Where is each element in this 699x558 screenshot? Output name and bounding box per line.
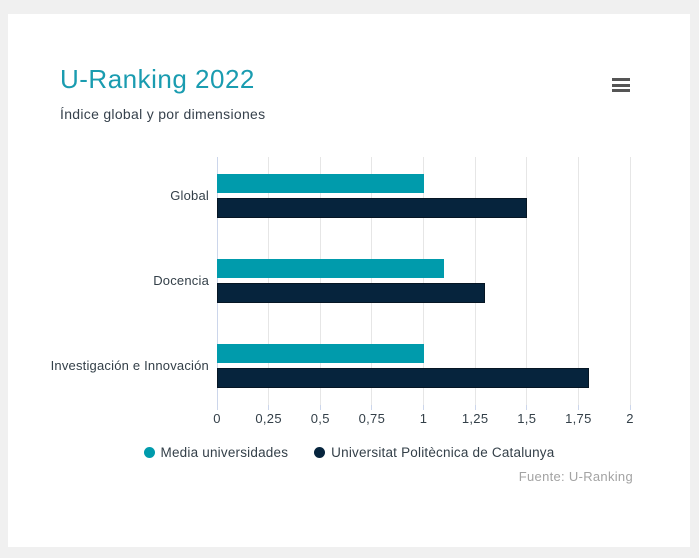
x-axis-label: 1,25 — [461, 411, 489, 426]
category-label: Docencia — [153, 273, 209, 288]
x-axis-tick — [577, 405, 579, 410]
x-axis-label: 2 — [626, 411, 634, 426]
bar-chart: 0 0,25 0,5 0,75 1 1,25 1,5 1,75 2 Global Docencia I… — [8, 14, 690, 547]
category-label: Global — [170, 188, 209, 203]
x-axis-label: 0 — [213, 411, 221, 426]
x-axis-tick — [371, 405, 373, 410]
x-axis-tick — [629, 405, 631, 410]
chart-context-menu-button[interactable] — [608, 73, 634, 97]
x-gridline — [371, 157, 373, 405]
bar[interactable] — [217, 344, 424, 363]
chart-card: U-Ranking 2022 Índice global y por dimen… — [8, 14, 690, 547]
bar[interactable] — [217, 259, 445, 278]
bar[interactable] — [217, 174, 424, 193]
x-gridline — [423, 157, 424, 405]
x-gridline — [474, 157, 476, 405]
x-axis-label: 1 — [419, 411, 428, 426]
x-gridline — [526, 157, 528, 405]
legend-marker-icon — [143, 447, 155, 458]
bar[interactable] — [217, 283, 486, 303]
legend-item-series-2[interactable]: Universitat Politècnica de Catalunya — [314, 445, 554, 460]
legend-label: Universitat Politècnica de Catalunya — [331, 445, 555, 460]
legend-marker-icon — [314, 447, 326, 458]
x-gridline — [577, 157, 579, 405]
legend-item-series-1[interactable]: Media universidades — [143, 445, 289, 460]
x-axis-label: 1,5 — [517, 411, 537, 426]
x-gridline — [268, 157, 270, 405]
chart-subtitle: Índice global y por dimensiones — [60, 106, 266, 122]
legend-label: Media universidades — [160, 445, 289, 460]
x-gridline — [319, 157, 321, 405]
x-axis-tick — [216, 405, 218, 410]
x-gridline — [629, 157, 631, 405]
category-label: Investigación e Innovación — [50, 358, 209, 373]
chart-legend: Media universidades Universitat Politècni… — [8, 445, 690, 460]
chart-title: U-Ranking 2022 — [60, 64, 255, 94]
x-axis-tick — [423, 405, 424, 410]
hamburger-icon — [612, 78, 630, 92]
x-axis-label: 0,5 — [310, 411, 330, 426]
x-axis-label: 0,25 — [255, 411, 282, 426]
x-axis-label: 1,75 — [565, 411, 592, 426]
bar[interactable] — [217, 198, 527, 218]
x-axis-tick — [268, 405, 270, 410]
x-axis-label: 0,75 — [358, 411, 386, 426]
bar[interactable] — [217, 368, 589, 388]
x-axis-tick — [526, 405, 528, 410]
x-axis-tick — [474, 405, 476, 410]
x-gridline — [216, 157, 218, 405]
source-credit: Fuente: U-Ranking — [518, 469, 633, 484]
x-axis-tick — [319, 405, 321, 410]
